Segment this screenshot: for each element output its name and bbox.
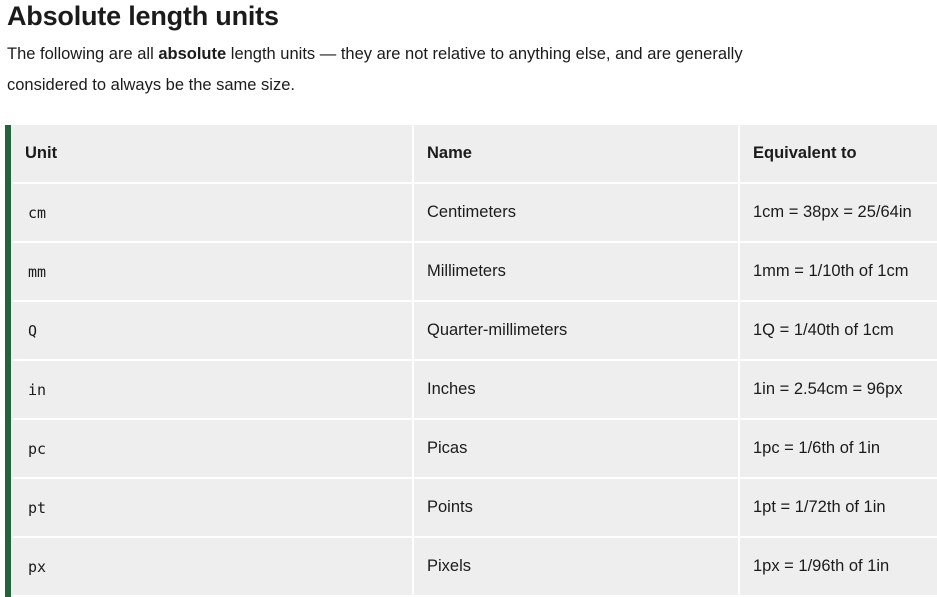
header-name: Name xyxy=(414,125,740,184)
equivalent-cell: 1pc = 1/6th of 1in xyxy=(740,420,937,479)
intro-paragraph: The following are all absolute length un… xyxy=(7,39,807,101)
table-row: mm Millimeters 1mm = 1/10th of 1cm xyxy=(11,243,937,302)
unit-cell: pt xyxy=(11,479,414,538)
header-equivalent: Equivalent to xyxy=(740,125,937,184)
unit-cell: pc xyxy=(11,420,414,479)
table-row: pt Points 1pt = 1/72th of 1in xyxy=(11,479,937,538)
table-row: px Pixels 1px = 1/96th of 1in xyxy=(11,538,937,597)
name-cell: Inches xyxy=(414,361,740,420)
unit-cell: in xyxy=(11,361,414,420)
table-row: pc Picas 1pc = 1/6th of 1in xyxy=(11,420,937,479)
equivalent-cell: 1cm = 38px = 25/64in xyxy=(740,184,937,243)
header-unit: Unit xyxy=(11,125,414,184)
table-row: Q Quarter-millimeters 1Q = 1/40th of 1cm xyxy=(11,302,937,361)
name-cell: Picas xyxy=(414,420,740,479)
unit-cell: mm xyxy=(11,243,414,302)
name-cell: Pixels xyxy=(414,538,740,597)
equivalent-cell: 1px = 1/96th of 1in xyxy=(740,538,937,597)
intro-bold-term: absolute xyxy=(158,45,227,63)
page-title: Absolute length units xyxy=(7,1,279,31)
table-row: in Inches 1in = 2.54cm = 96px xyxy=(11,361,937,420)
unit-cell: Q xyxy=(11,302,414,361)
units-table: Unit Name Equivalent to cm Centimeters 1… xyxy=(11,125,937,597)
table-row: cm Centimeters 1cm = 38px = 25/64in xyxy=(11,184,937,243)
equivalent-cell: 1mm = 1/10th of 1cm xyxy=(740,243,937,302)
name-cell: Quarter-millimeters xyxy=(414,302,740,361)
equivalent-cell: 1pt = 1/72th of 1in xyxy=(740,479,937,538)
intro-text-before: The following are all xyxy=(7,45,159,63)
name-cell: Millimeters xyxy=(414,243,740,302)
name-cell: Points xyxy=(414,479,740,538)
name-cell: Centimeters xyxy=(414,184,740,243)
equivalent-cell: 1Q = 1/40th of 1cm xyxy=(740,302,937,361)
table-header-row: Unit Name Equivalent to xyxy=(11,125,937,184)
intro-text-after: length units — they are not relative to … xyxy=(7,45,743,94)
equivalent-cell: 1in = 2.54cm = 96px xyxy=(740,361,937,420)
unit-cell: px xyxy=(11,538,414,597)
unit-cell: cm xyxy=(11,184,414,243)
units-table-container: Unit Name Equivalent to cm Centimeters 1… xyxy=(5,125,937,597)
